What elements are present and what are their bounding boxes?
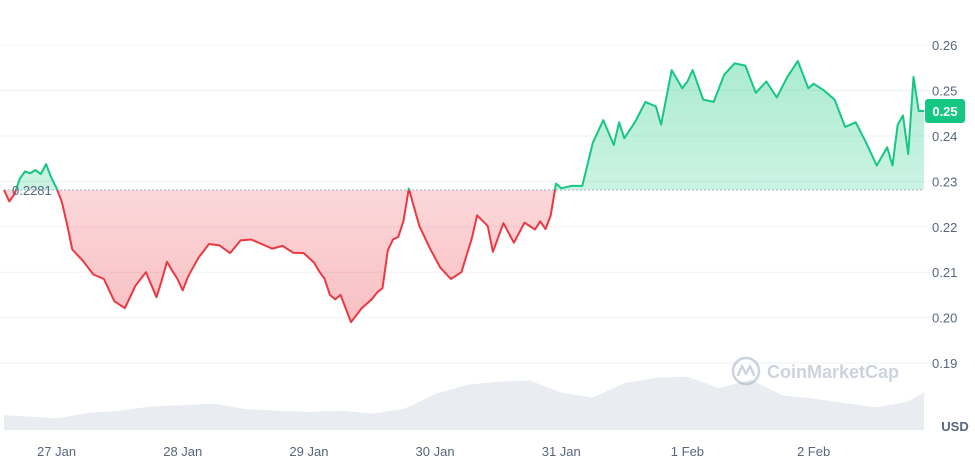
x-axis: 27 Jan 28 Jan 29 Jan 30 Jan 31 Jan 1 Feb 2 Feb: [37, 444, 830, 459]
watermark-text: CoinMarketCap: [767, 362, 899, 382]
watermark: CoinMarketCap: [731, 356, 899, 386]
x-tick-label: 2 Feb: [797, 444, 830, 458]
current-price-badge: 0.25: [925, 99, 965, 123]
y-tick-label: 0.21: [932, 265, 957, 280]
x-tick-label: 27 Jan: [37, 444, 76, 458]
x-tick-label: 29 Jan: [289, 444, 328, 458]
baseline-label: 0.2281: [12, 183, 52, 198]
y-tick-label: 0.26: [932, 38, 957, 53]
x-tick-label: 28 Jan: [163, 444, 202, 458]
y-tick-label: 0.19: [932, 356, 957, 371]
y-axis: 0.19 0.20 0.21 0.22 0.23 0.24 0.25 0.26: [932, 38, 957, 371]
area-below-baseline: [4, 190, 555, 323]
volume-area: [4, 376, 924, 430]
price-line-above-baseline: [3, 60, 924, 191]
x-tick-label: 31 Jan: [542, 444, 581, 458]
y-tick-label: 0.23: [932, 174, 957, 189]
current-price-badge-bg: [925, 99, 965, 123]
y-tick-label: 0.20: [932, 311, 957, 326]
y-tick-label: 0.25: [932, 84, 957, 99]
currency-label: USD: [941, 419, 968, 434]
x-tick-label: 30 Jan: [416, 444, 455, 458]
price-line-below-baseline: [3, 190, 556, 324]
y-tick-label: 0.22: [932, 220, 957, 235]
x-tick-label: 1 Feb: [671, 444, 704, 458]
current-price-label: 0.25: [932, 104, 957, 119]
y-tick-label: 0.24: [932, 129, 957, 144]
area-above-baseline: [4, 61, 924, 191]
coinmarketcap-logo-icon: [731, 356, 761, 386]
